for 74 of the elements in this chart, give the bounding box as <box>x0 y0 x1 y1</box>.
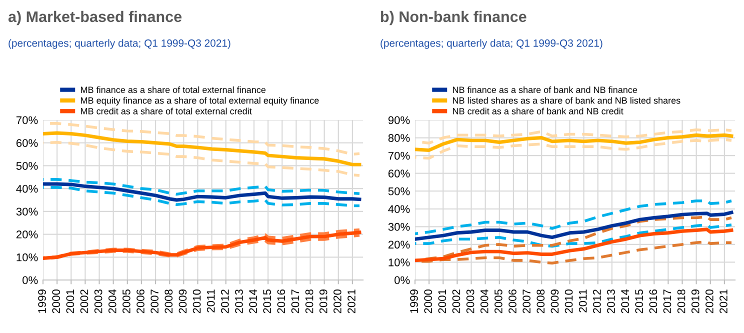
x-tick-label: 2018 <box>305 290 314 314</box>
x-tick-label: 2012 <box>220 290 229 314</box>
x-tick-label: 2004 <box>480 289 488 314</box>
x-tick-label: 2008 <box>164 290 173 314</box>
x-tick-label: 2001 <box>66 290 74 314</box>
x-tick-label: 2014 <box>621 289 629 314</box>
y-tick-label: 70% <box>388 152 410 160</box>
x-tick-label: 2002 <box>80 290 88 314</box>
x-tick-label: 2019 <box>319 290 328 314</box>
x-tick-label: 2015 <box>263 289 272 314</box>
x-tick-label: 2016 <box>277 290 286 314</box>
y-tick-label: 80% <box>388 134 410 142</box>
x-tick-label: 2010 <box>564 289 573 314</box>
x-tick-label: 2009 <box>178 290 187 314</box>
y-tick-label: 0% <box>22 276 38 284</box>
x-tick-label: 2005 <box>122 289 130 314</box>
x-tick-label: 2013 <box>607 290 615 314</box>
x-tick-label: 2021 <box>348 290 356 314</box>
x-tick-label: 1999 <box>38 290 46 313</box>
x-tick-label: 2011 <box>206 290 215 312</box>
x-tick-label: 2007 <box>522 290 531 314</box>
x-tick-label: 2004 <box>108 289 116 314</box>
x-tick-label: 2006 <box>508 290 516 314</box>
x-tick-label: 2015 <box>635 289 644 314</box>
chart-subtitle: (percentages; quarterly data; Q1 1999-Q3 2021) <box>8 39 230 49</box>
chart-subtitle: (percentages; quarterly data; Q1 1999-Q3 2021) <box>380 39 602 49</box>
y-tick-label: 10% <box>388 258 410 266</box>
x-tick-label: 2012 <box>592 290 601 314</box>
x-tick-label: 2020 <box>706 289 714 314</box>
x-tick-label: 2001 <box>438 290 446 314</box>
x-tick-label: 2011 <box>578 290 587 312</box>
chart-title: b) Non-bank finance <box>381 10 526 26</box>
legend-label: NB finance as a share of bank and NB finance <box>452 86 638 94</box>
y-tick-label: 0% <box>394 276 410 284</box>
y-tick-label: 20% <box>16 230 38 238</box>
x-tick-label: 2008 <box>536 290 545 314</box>
legend-label: NB credit as a share of bank and NB credit <box>452 108 624 114</box>
y-tick-label: 20% <box>388 240 410 249</box>
chart-title: a) Market-based finance <box>8 10 182 26</box>
y-tick-label: 30% <box>388 222 410 231</box>
x-tick-label: 2003 <box>466 290 474 314</box>
y-tick-label: 40% <box>16 184 38 193</box>
x-tick-label: 2000 <box>424 289 432 314</box>
y-tick-label: 30% <box>16 208 38 216</box>
x-tick-label: 1999 <box>410 290 418 313</box>
x-tick-label: 2003 <box>94 290 102 314</box>
x-tick-label: 2010 <box>192 289 201 314</box>
x-tick-label: 2016 <box>649 290 658 314</box>
legend-label: MB equity finance as a share of total external equity finance <box>80 97 319 106</box>
x-tick-label: 2009 <box>550 290 559 314</box>
y-tick-label: 60% <box>16 139 38 147</box>
x-tick-label: 2017 <box>291 290 300 314</box>
y-tick-label: 40% <box>388 205 410 214</box>
x-tick-label: 2007 <box>150 290 159 314</box>
legend-label: MB credit as a share of total external credit <box>80 108 252 114</box>
legend-label: NB listed shares as a share of bank and NB listed shares <box>452 97 680 104</box>
x-tick-label: 2002 <box>452 290 460 314</box>
x-tick-label: 2006 <box>136 290 144 314</box>
y-tick-label: 10% <box>16 253 38 262</box>
x-tick-label: 2017 <box>663 290 672 314</box>
y-tick-label: 70% <box>16 116 38 124</box>
x-tick-label: 2020 <box>334 289 342 314</box>
y-tick-label: 90% <box>388 116 410 124</box>
x-tick-label: 2000 <box>52 289 60 314</box>
y-tick-label: 50% <box>16 162 38 170</box>
x-tick-label: 2021 <box>720 290 728 314</box>
x-tick-label: 2005 <box>494 289 502 314</box>
y-tick-label: 50% <box>388 187 410 196</box>
x-tick-label: 2013 <box>235 290 243 314</box>
legend-label: MB finance as a share of total external finance <box>80 86 266 94</box>
x-tick-label: 2018 <box>677 290 686 314</box>
y-tick-label: 60% <box>388 170 410 178</box>
x-tick-label: 2014 <box>249 289 257 314</box>
x-tick-label: 2019 <box>691 290 700 314</box>
